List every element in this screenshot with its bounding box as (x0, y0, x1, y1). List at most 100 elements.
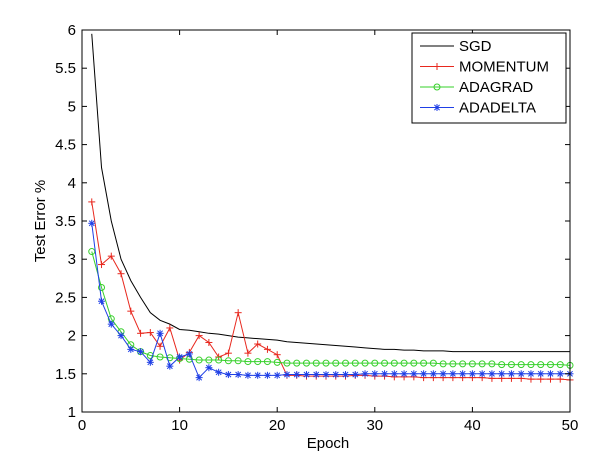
data-point-adadelta (537, 370, 545, 378)
legend-label-adadelta: ADADELTA (459, 100, 536, 117)
data-point-adagrad (556, 361, 564, 369)
data-point-adadelta (98, 297, 106, 305)
data-point-adadelta (517, 370, 525, 378)
data-point-adagrad (88, 248, 96, 256)
data-point-adadelta (400, 370, 408, 378)
y-tick-label: 3 (68, 251, 76, 268)
data-point-momentum (224, 349, 232, 357)
data-point-adagrad (361, 359, 369, 367)
legend-marker-adadelta (433, 104, 441, 111)
data-point-adadelta (244, 371, 252, 379)
data-point-adagrad (429, 359, 437, 367)
data-point-adagrad (449, 360, 457, 368)
data-point-adadelta (546, 370, 554, 378)
data-point-momentum (205, 338, 213, 346)
data-point-momentum (88, 198, 96, 206)
data-point-adagrad (371, 359, 379, 367)
series-line-adagrad (91, 251, 571, 366)
data-point-adagrad (215, 356, 223, 364)
data-point-adagrad (312, 359, 320, 367)
y-tick-label: 2.5 (55, 289, 76, 306)
data-point-adadelta (468, 370, 476, 378)
x-tick-label: 0 (78, 417, 86, 434)
data-point-adadelta (498, 370, 506, 378)
data-point-adadelta (507, 370, 515, 378)
x-tick-label: 10 (171, 417, 188, 434)
x-tick-label: 50 (562, 417, 579, 434)
x-tick-label: 20 (269, 417, 286, 434)
x-axis-label: Epoch (307, 435, 350, 452)
data-point-adadelta (176, 353, 184, 361)
data-point-adadelta (254, 371, 262, 379)
data-point-adagrad (400, 359, 408, 367)
data-point-adagrad (488, 360, 496, 368)
data-point-momentum (146, 329, 154, 337)
data-point-adadelta (263, 371, 271, 379)
data-point-adagrad (546, 361, 554, 369)
data-point-adadelta (293, 371, 301, 379)
data-point-adagrad (459, 360, 467, 368)
data-point-adadelta (107, 320, 115, 328)
data-point-adagrad (517, 361, 525, 369)
data-point-momentum (195, 332, 203, 340)
data-point-momentum (156, 342, 164, 350)
data-point-momentum (273, 351, 281, 359)
y-tick-label: 2 (68, 328, 76, 345)
data-point-adadelta (195, 374, 203, 382)
data-point-adadelta (166, 362, 174, 370)
data-point-momentum (244, 349, 252, 357)
data-point-adadelta (205, 364, 213, 372)
data-point-adagrad (205, 356, 213, 364)
y-tick-label: 3.5 (55, 213, 76, 230)
data-point-adadelta (117, 332, 125, 340)
data-point-momentum (98, 261, 106, 269)
data-point-adadelta (312, 371, 320, 379)
data-point-adadelta (88, 219, 96, 227)
y-tick-label: 6 (68, 22, 76, 39)
data-point-adagrad (283, 359, 291, 367)
data-point-adadelta (371, 370, 379, 378)
plot-area (88, 33, 574, 384)
data-point-adagrad (410, 359, 418, 367)
data-point-momentum (263, 345, 271, 353)
data-point-adadelta (556, 370, 564, 378)
data-point-adagrad (263, 358, 271, 366)
data-point-adadelta (381, 370, 389, 378)
legend-label-adagrad: ADAGRAD (459, 79, 533, 96)
legend-label-momentum: MOMENTUM (459, 59, 549, 76)
data-point-adagrad (527, 361, 535, 369)
data-point-adadelta (478, 370, 486, 378)
data-point-adagrad (146, 351, 154, 359)
data-point-adadelta (146, 358, 154, 366)
data-point-adadelta (137, 348, 145, 356)
y-tick-label: 4.5 (55, 137, 76, 154)
data-point-adadelta (488, 370, 496, 378)
data-point-adagrad (498, 361, 506, 369)
y-tick-label: 5.5 (55, 60, 76, 77)
data-point-adagrad (537, 361, 545, 369)
data-point-adadelta (410, 370, 418, 378)
data-point-adadelta (439, 370, 447, 378)
data-point-momentum (107, 252, 115, 260)
data-point-momentum (234, 309, 242, 317)
x-tick-label: 30 (366, 417, 383, 434)
data-point-adadelta (273, 371, 281, 379)
series-line-sgd (91, 33, 570, 353)
data-point-adadelta (234, 371, 242, 379)
data-point-momentum (254, 340, 262, 348)
data-point-adagrad (420, 359, 428, 367)
data-point-adadelta (429, 370, 437, 378)
x-tick-label: 40 (464, 417, 481, 434)
y-axis-label: Test Error % (32, 180, 49, 263)
data-point-adagrad (390, 359, 398, 367)
data-point-adagrad (478, 360, 486, 368)
data-point-momentum (127, 307, 135, 315)
y-tick-label: 1.5 (55, 366, 76, 383)
data-point-adagrad (156, 353, 164, 361)
data-point-adadelta (302, 371, 310, 379)
data-point-adagrad (322, 359, 330, 367)
data-point-adadelta (351, 371, 359, 379)
data-point-adagrad (351, 359, 359, 367)
data-point-adadelta (449, 370, 457, 378)
data-point-momentum (166, 324, 174, 332)
